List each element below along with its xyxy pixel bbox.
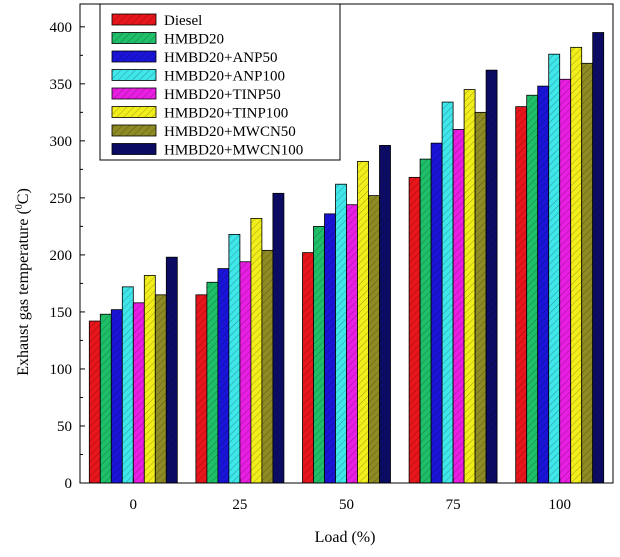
legend-swatch <box>111 32 157 44</box>
legend: Diesel HMBD20 HMBD20+ANP50 HMBD20+ANP100 HMB… <box>99 3 341 161</box>
bar-hmbd20-anp50-75 <box>430 142 443 484</box>
legend-swatch <box>111 50 157 63</box>
legend-swatch <box>111 124 157 137</box>
legend-swatch <box>111 69 157 81</box>
bar-hmbd20-anp50-50 <box>324 213 336 484</box>
bar-hmbd20-tinp100-100 <box>570 46 583 484</box>
y-tick-label: 50 <box>57 419 72 435</box>
legend-label: HMBD20+TINP100 <box>164 106 288 122</box>
bar-hmbd20-75 <box>419 158 432 484</box>
y-tick-label: 150 <box>50 305 73 321</box>
bar-hmbd20-mwcn50-50 <box>368 195 380 484</box>
x-tick-label: 75 <box>446 497 461 513</box>
legend-label: HMBD20 <box>164 32 224 48</box>
bar-hmbd20-mwcn100-75 <box>485 69 498 484</box>
bar-hmbd20-anp100-50 <box>335 183 347 484</box>
bar-hmbd20-50 <box>313 225 325 484</box>
legend-swatch <box>111 13 157 26</box>
bar-diesel-50 <box>302 252 314 484</box>
bar-hmbd20-tinp100-0 <box>143 275 156 484</box>
bar-hmbd20-mwcn50-100 <box>581 62 594 484</box>
bar-hmbd20-anp100-75 <box>441 101 454 484</box>
bar-hmbd20-tinp50-75 <box>452 129 465 484</box>
legend-label: HMBD20+MWCN50 <box>164 124 296 140</box>
bar-hmbd20-tinp100-75 <box>463 89 476 484</box>
x-axis-label: Load (%) <box>315 529 376 546</box>
x-tick-label: 0 <box>130 497 138 513</box>
x-tick-label: 100 <box>548 497 571 513</box>
bar-diesel-75 <box>408 176 421 484</box>
legend-swatch <box>111 106 157 118</box>
x-tick-label: 50 <box>339 497 354 513</box>
bar-hmbd20-mwcn100-0 <box>165 256 178 484</box>
bar-diesel-0 <box>88 320 101 484</box>
y-axis-label: Exhaust gas temperature (0C) <box>14 188 32 376</box>
bar-hmbd20-tinp100-25 <box>250 218 263 484</box>
legend-label: HMBD20+TINP50 <box>164 87 281 103</box>
y-tick-label: 350 <box>50 77 73 93</box>
bar-hmbd20-mwcn50-25 <box>261 249 274 484</box>
bar-hmbd20-anp50-0 <box>110 309 123 484</box>
bar-hmbd20-mwcn50-0 <box>154 294 167 484</box>
bar-hmbd20-tinp50-25 <box>239 261 252 484</box>
bar-hmbd20-mwcn100-25 <box>272 192 285 484</box>
bar-hmbd20-mwcn100-100 <box>592 32 605 484</box>
axes-group: 0 50 100 150 200 250 300 350 400 0 25 50 75 100 <box>50 3 614 513</box>
bars-group <box>88 32 605 484</box>
bar-diesel-25 <box>195 294 208 484</box>
bar-hmbd20-25 <box>206 281 219 484</box>
legend-swatch <box>111 87 157 100</box>
bar-hmbd20-tinp100-50 <box>357 160 369 484</box>
bar-hmbd20-mwcn100-50 <box>379 145 391 484</box>
bar-hmbd20-100 <box>526 94 539 484</box>
y-axis-label-tail: C) <box>15 188 32 204</box>
y-tick-label: 200 <box>50 248 73 264</box>
bar-hmbd20-anp100-0 <box>121 286 134 484</box>
y-axis-label-sup: 0 <box>14 204 25 209</box>
legend-label: HMBD20+ANP50 <box>164 50 277 66</box>
bar-hmbd20-anp100-25 <box>228 233 241 484</box>
legend-label: HMBD20+MWCN100 <box>164 143 303 159</box>
bar-hmbd20-0 <box>99 313 112 484</box>
y-tick-label: 400 <box>50 20 73 36</box>
legend-label: Diesel <box>164 13 202 29</box>
legend-label: HMBD20+ANP100 <box>164 69 285 85</box>
bar-hmbd20-anp50-100 <box>537 85 550 484</box>
bar-hmbd20-tinp50-0 <box>132 302 145 484</box>
y-tick-label: 100 <box>50 362 73 378</box>
bar-hmbd20-tinp50-100 <box>559 78 572 484</box>
bar-hmbd20-tinp50-50 <box>346 204 358 484</box>
legend-swatch <box>111 143 157 155</box>
bar-hmbd20-anp50-25 <box>217 268 230 484</box>
x-tick-label: 25 <box>232 497 247 513</box>
y-axis-label-main: Exhaust gas temperature ( <box>15 209 32 376</box>
bar-hmbd20-anp100-100 <box>548 53 561 484</box>
y-tick-label: 250 <box>50 191 73 207</box>
y-tick-label: 300 <box>50 134 73 150</box>
bar-diesel-100 <box>515 106 528 484</box>
bar-hmbd20-mwcn50-75 <box>474 111 487 484</box>
y-tick-label: 0 <box>65 476 73 492</box>
